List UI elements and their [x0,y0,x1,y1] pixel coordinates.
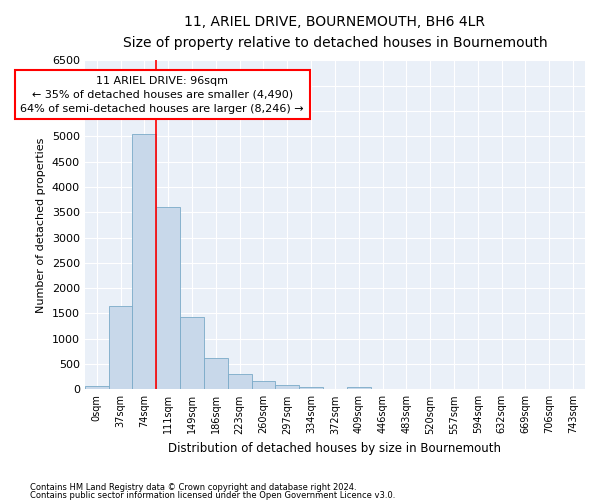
Y-axis label: Number of detached properties: Number of detached properties [37,137,46,312]
Bar [275,386,299,390]
Bar [204,358,228,390]
Bar [180,318,204,390]
Bar [133,134,156,390]
Text: Contains HM Land Registry data © Crown copyright and database right 2024.: Contains HM Land Registry data © Crown c… [30,483,356,492]
Bar [251,381,275,390]
Text: Contains public sector information licensed under the Open Government Licence v3: Contains public sector information licen… [30,490,395,500]
Bar [109,306,133,390]
Bar [85,386,109,390]
Title: 11, ARIEL DRIVE, BOURNEMOUTH, BH6 4LR
Size of property relative to detached hous: 11, ARIEL DRIVE, BOURNEMOUTH, BH6 4LR Si… [122,15,547,50]
X-axis label: Distribution of detached houses by size in Bournemouth: Distribution of detached houses by size … [169,442,502,455]
Bar [228,374,251,390]
Bar [156,207,180,390]
Bar [347,387,371,390]
Text: 11 ARIEL DRIVE: 96sqm
← 35% of detached houses are smaller (4,490)
64% of semi-d: 11 ARIEL DRIVE: 96sqm ← 35% of detached … [20,76,304,114]
Bar [299,387,323,390]
